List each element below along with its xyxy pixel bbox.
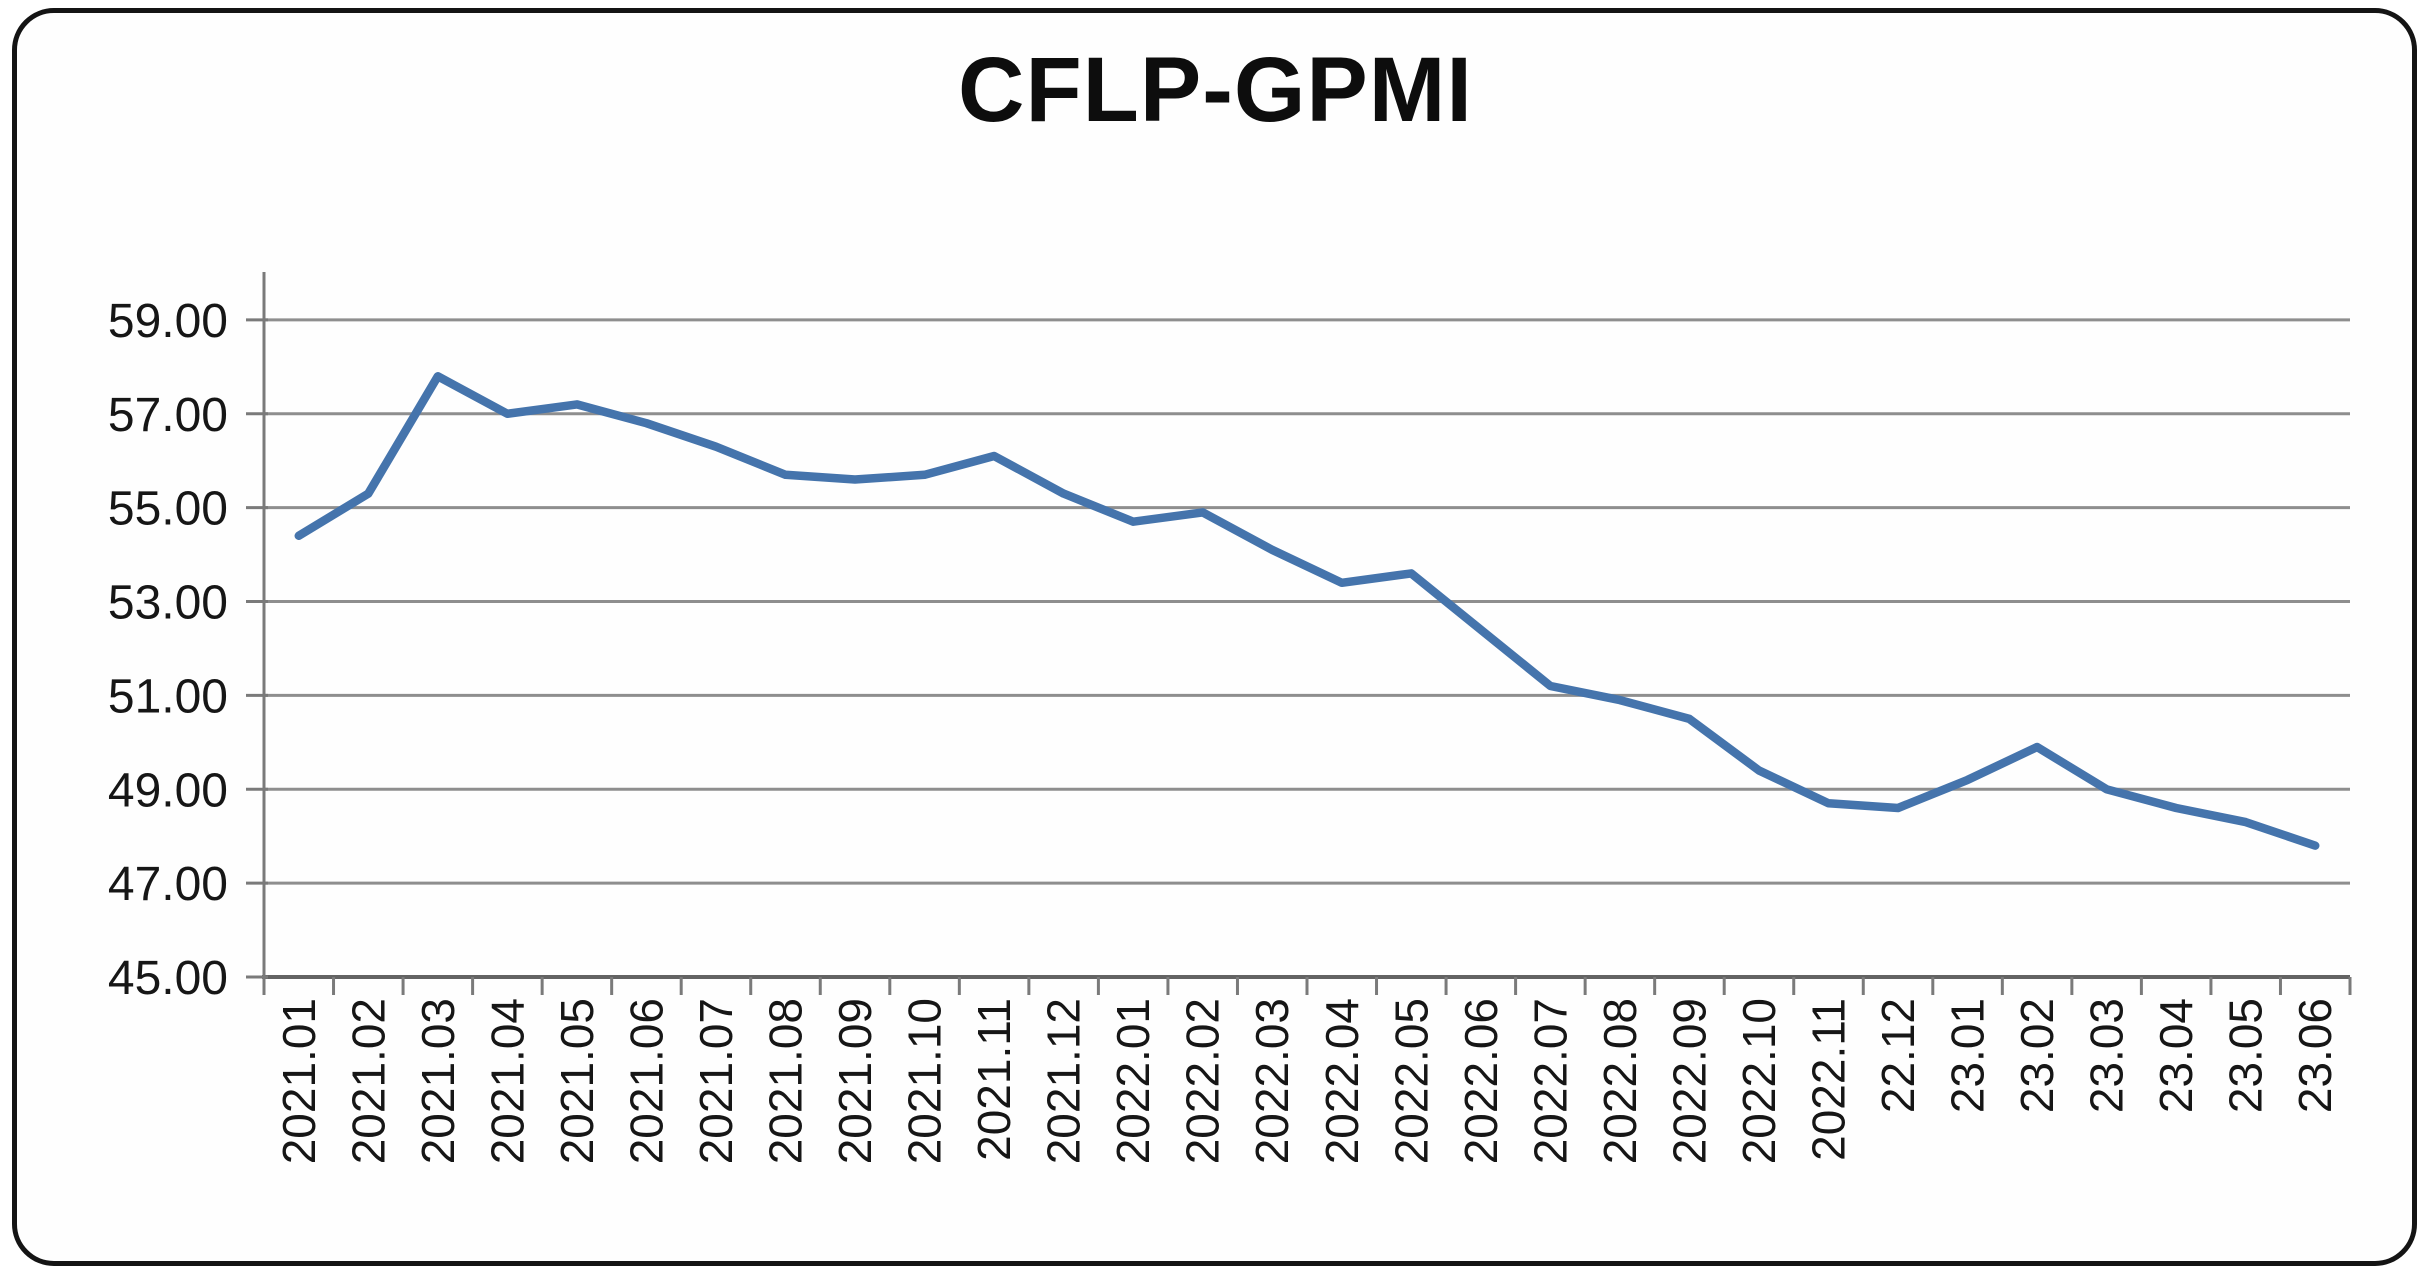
x-tick-label: 2021.02 [342, 998, 394, 1164]
x-tick-label: 2022.05 [1385, 998, 1437, 1164]
x-tick-label: 23.02 [2011, 998, 2063, 1113]
x-tick-label: 2021.12 [1038, 998, 1090, 1164]
x-tick-label: 2022.02 [1177, 998, 1229, 1164]
chart-title: CFLP-GPMI [958, 39, 1473, 141]
x-tick-label: 2022.08 [1594, 998, 1646, 1164]
x-tick-label: 23.03 [2081, 998, 2133, 1113]
x-tick-label: 2021.09 [829, 998, 881, 1164]
x-tick-label: 2022.04 [1316, 998, 1368, 1164]
x-tick-label: 2021.06 [620, 998, 672, 1164]
y-tick-label: 51.00 [108, 670, 228, 723]
x-tick-label: 2022.03 [1246, 998, 1298, 1164]
x-tick-label: 2021.10 [899, 998, 951, 1164]
x-tick-label: 2021.01 [273, 998, 325, 1164]
x-tick-label: 2022.10 [1733, 998, 1785, 1164]
x-tick-label: 2021.11 [968, 998, 1020, 1161]
chart-frame [12, 8, 2417, 1266]
y-tick-label: 57.00 [108, 389, 228, 442]
y-tick-label: 59.00 [108, 295, 228, 348]
x-tick-label: 2022.06 [1455, 998, 1507, 1164]
x-tick-label: 2021.05 [551, 998, 603, 1164]
data-series-line [294, 372, 2320, 850]
x-tick-label: 2021.08 [760, 998, 812, 1164]
x-tick-label: 23.01 [1942, 998, 1994, 1113]
y-tick-label: 45.00 [108, 952, 228, 1005]
y-tick-label: 47.00 [108, 858, 228, 911]
y-tick-label: 53.00 [108, 577, 228, 630]
x-tick-label: 22.12 [1872, 998, 1924, 1113]
x-tick-label: 23.05 [2220, 998, 2272, 1113]
x-tick-label: 23.04 [2150, 998, 2202, 1113]
y-tick-label: 55.00 [108, 483, 228, 536]
x-tick-label: 2022.11 [1803, 998, 1855, 1161]
x-tick-label: 2021.07 [690, 998, 742, 1164]
x-tick-label: 2021.04 [481, 998, 533, 1164]
x-tick-label: 2022.07 [1524, 998, 1576, 1164]
x-tick-label: 2022.09 [1663, 998, 1715, 1164]
y-tick-label: 49.00 [108, 764, 228, 817]
x-tick-label: 2021.03 [412, 998, 464, 1164]
x-tick-label: 2022.01 [1107, 998, 1159, 1164]
x-tick-label: 23.06 [2289, 998, 2341, 1113]
